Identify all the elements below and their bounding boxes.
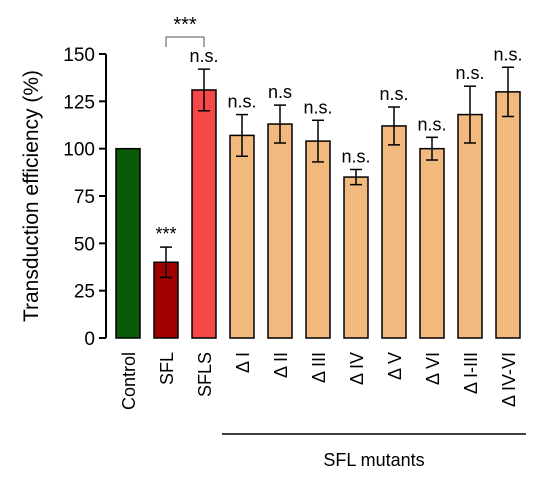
category-label: Δ VI	[423, 352, 443, 385]
bar	[191, 89, 217, 339]
bar	[419, 147, 445, 339]
significance-label: n.s.	[455, 63, 484, 83]
category-label: Δ IV	[347, 352, 367, 385]
bar	[229, 134, 255, 339]
bar	[343, 176, 369, 339]
y-tick-label: 25	[74, 282, 95, 303]
y-tick-label: 50	[74, 234, 95, 255]
bar	[381, 125, 407, 339]
bar	[115, 147, 141, 339]
error-bar	[236, 113, 248, 157]
significance-annotations: *** n.s. n.s. n.s n.s. n.s. n.s. n.s. n.s. n.s.	[155, 44, 522, 244]
category-label: Δ III	[309, 352, 329, 383]
significance-label: n.s.	[189, 46, 218, 66]
category-label: Δ V	[385, 352, 405, 380]
error-bar	[388, 106, 400, 146]
significance-label: n.s.	[341, 146, 370, 166]
error-bar	[274, 104, 286, 144]
error-bar	[502, 66, 514, 118]
comparison-label: ***	[173, 14, 197, 36]
category-labels: Control SFL SFLS Δ I Δ II Δ III Δ IV Δ V Δ VI Δ I…	[119, 352, 519, 410]
y-tick-label: 150	[63, 45, 95, 66]
y-tick-label: 75	[74, 187, 95, 208]
y-tick-label: 100	[63, 140, 95, 161]
error-bar	[464, 85, 476, 144]
y-tick-label: 0	[84, 329, 95, 350]
category-label: SFL	[157, 352, 177, 385]
significance-label: n.s.	[379, 84, 408, 104]
category-label: Δ I	[233, 352, 253, 373]
group-label: SFL mutants	[323, 450, 424, 470]
category-label: SFLS	[195, 352, 215, 397]
error-bar	[426, 136, 438, 161]
significance-label: n.s.	[303, 97, 332, 117]
comparison-bracket	[165, 36, 205, 47]
category-label: Control	[119, 352, 139, 410]
bar	[267, 123, 293, 339]
bars	[115, 89, 521, 339]
significance-label: n.s.	[417, 114, 446, 134]
error-bar	[198, 68, 210, 112]
significance-label: n.s.	[493, 44, 522, 64]
comparison-and-group: *** SFL mutants	[165, 14, 526, 470]
significance-label: n.s.	[227, 92, 256, 112]
error-bar	[350, 168, 362, 186]
y-axis-label: Transduction efficiency (%)	[20, 70, 43, 322]
bar	[495, 91, 521, 339]
significance-label: n.s	[268, 82, 292, 102]
bar	[305, 140, 331, 339]
category-label: Δ IV-VI	[499, 352, 519, 407]
significance-label: ***	[155, 224, 176, 244]
category-label: Δ II	[271, 352, 291, 378]
y-axis: 0 25 50 75 100 125 150	[63, 45, 107, 350]
error-bar	[312, 119, 324, 163]
category-label: Δ I-III	[461, 352, 481, 394]
error-bar	[160, 246, 172, 279]
bar	[457, 113, 483, 339]
y-tick-label: 125	[63, 92, 95, 113]
error-bars	[160, 66, 514, 279]
